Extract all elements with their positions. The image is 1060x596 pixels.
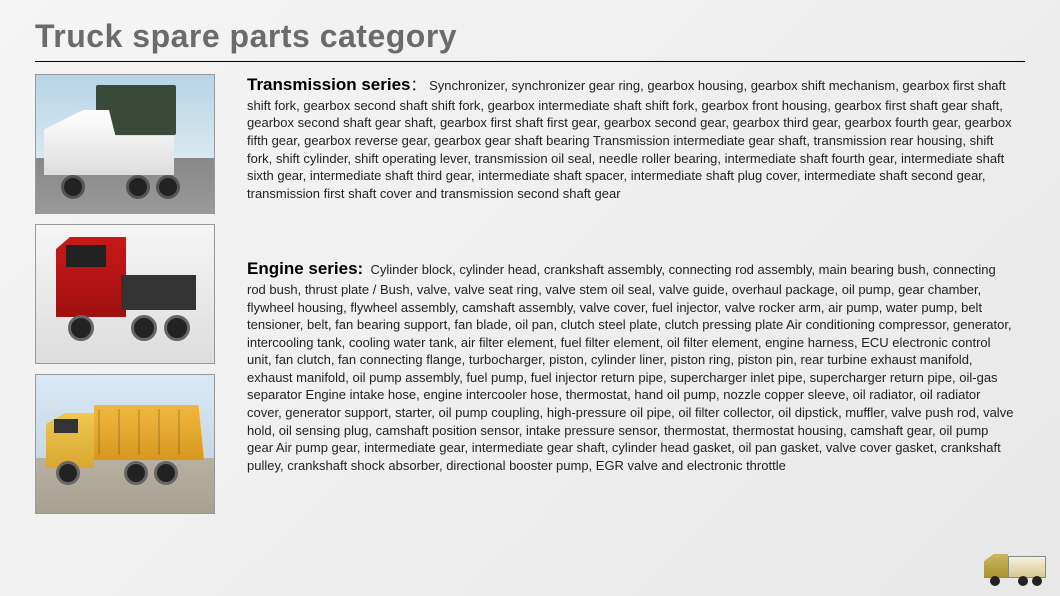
truck-image-1: [35, 74, 215, 214]
engine-section: Engine series: Cylinder block, cylinder …: [247, 258, 1015, 474]
transmission-section: Transmission series： Synchronizer, synch…: [247, 74, 1015, 202]
transmission-title: Transmission series: [247, 75, 410, 94]
truck-icon: [978, 552, 1048, 588]
content: Transmission series： Synchronizer, synch…: [35, 74, 1025, 514]
colon-1: ：: [410, 77, 425, 94]
truck-image-3: [35, 374, 215, 514]
page-title: Truck spare parts category: [35, 18, 1025, 55]
images-column: [35, 74, 215, 514]
truck-image-2: [35, 224, 215, 364]
text-column: Transmission series： Synchronizer, synch…: [247, 74, 1025, 514]
slide: Truck spare parts category Transmission …: [0, 0, 1060, 596]
transmission-body: Synchronizer, synchronizer gear ring, ge…: [247, 78, 1012, 201]
engine-body: Cylinder block, cylinder head, crankshaf…: [247, 262, 1013, 472]
title-underline: [35, 61, 1025, 62]
engine-title: Engine series:: [247, 259, 363, 278]
